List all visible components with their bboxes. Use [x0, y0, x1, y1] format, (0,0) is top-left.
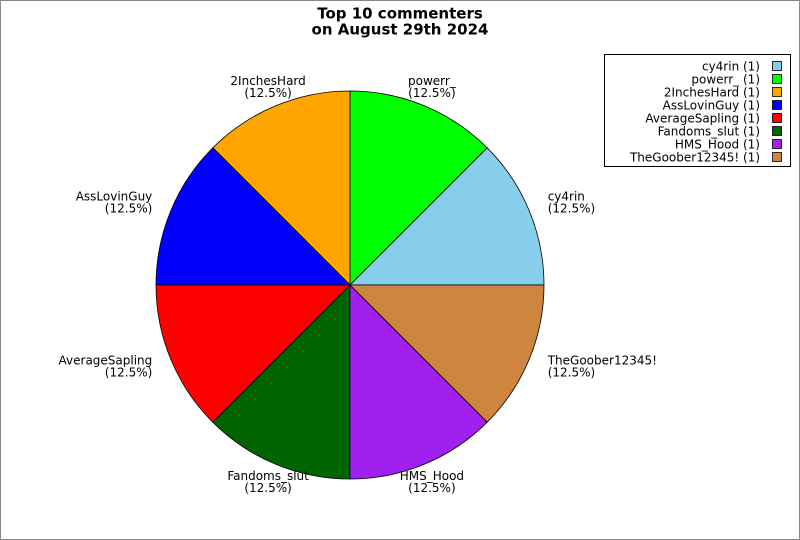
pie-slice: [349, 284, 545, 423]
legend-label: Fandoms_slut (1): [658, 125, 760, 139]
legend-label: 2InchesHard (1): [664, 86, 760, 100]
slice-percent: (12.5%): [105, 365, 152, 379]
pie-slice: [349, 147, 545, 286]
slice-label: Fandoms_slut: [227, 469, 309, 483]
slice-percent: (12.5%): [548, 202, 595, 216]
slice-percent: (12.5%): [408, 86, 455, 100]
slice-label: 2InchesHard: [230, 74, 305, 88]
pie-slice: [212, 90, 351, 286]
legend-swatch: [772, 87, 782, 97]
legend-label: cy4rin (1): [702, 60, 760, 74]
pie-slice: [212, 284, 351, 480]
pie-slice: [349, 90, 488, 286]
legend-swatch: [772, 61, 782, 71]
pie-slice: [349, 284, 488, 480]
legend-label: HMS_Hood (1): [675, 138, 760, 152]
slice-label: AssLovinGuy: [76, 190, 153, 204]
slice-percent: (12.5%): [244, 86, 291, 100]
slice-label: cy4rin: [548, 190, 585, 204]
slice-label: powerr_: [408, 74, 457, 88]
legend-swatch: [772, 139, 782, 149]
slice-label: TheGoober12345!: [547, 353, 657, 367]
legend-label: AverageSapling (1): [645, 112, 760, 126]
legend-swatch: [772, 74, 782, 84]
chart-title: on August 29th 2024: [312, 21, 489, 39]
legend-swatch: [772, 126, 782, 136]
slice-percent: (12.5%): [408, 481, 455, 495]
slice-percent: (12.5%): [548, 365, 595, 379]
legend-label: AssLovinGuy (1): [663, 99, 760, 113]
legend-swatch: [772, 113, 782, 123]
legend-label: TheGoober12345! (1): [629, 151, 760, 165]
pie-slice: [155, 284, 351, 423]
legend-swatch: [772, 100, 782, 110]
slice-percent: (12.5%): [105, 202, 152, 216]
legend-swatch: [772, 152, 782, 162]
slice-percent: (12.5%): [244, 481, 291, 495]
legend-label: powerr_ (1): [691, 73, 760, 87]
chart-title: Top 10 commenters: [317, 5, 483, 23]
slice-label: HMS_Hood: [400, 469, 464, 483]
pie-slice: [155, 147, 351, 286]
slice-label: AverageSapling: [59, 353, 153, 367]
legend-box: [604, 54, 791, 167]
